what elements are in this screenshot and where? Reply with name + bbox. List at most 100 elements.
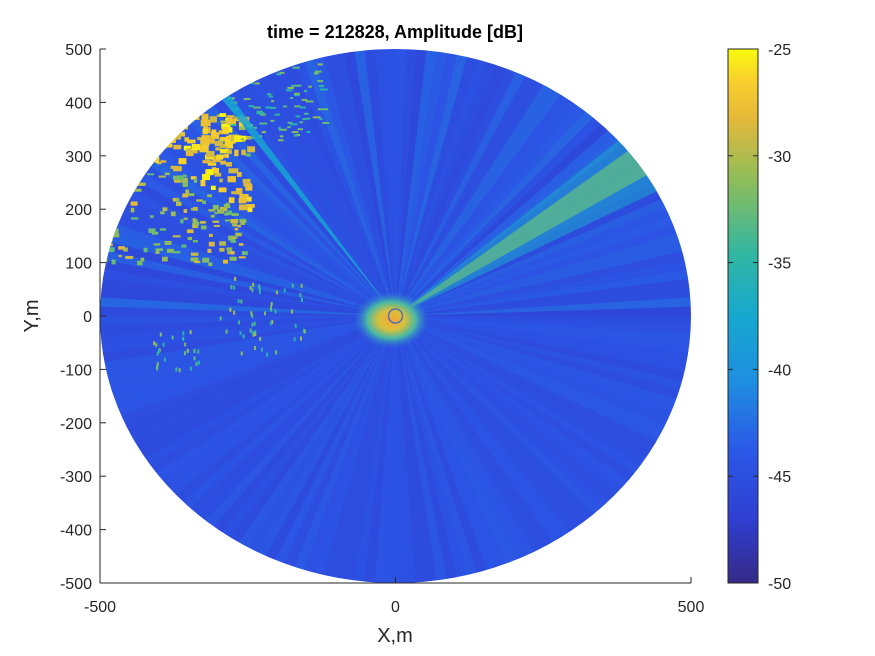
return-cell [274,113,280,116]
return-cell [279,71,285,74]
return-cell [259,122,268,125]
return-dot [300,283,303,288]
return-cell [237,224,241,228]
return-cell [160,211,165,215]
radial-wedge [150,316,396,497]
return-cell [240,138,245,141]
x-axis-ticks: -500 0 500 [84,577,704,616]
return-cell [232,223,237,227]
radial-wedge [126,316,396,465]
radial-wedge [395,316,522,576]
radial-wedge [309,316,396,583]
return-cell [290,97,294,100]
return-cell [134,188,142,192]
return-cell [299,121,304,124]
radial-wedge [100,220,396,316]
colorbar-tick-label: -30 [768,149,791,166]
return-cell [190,252,199,256]
radial-wedge [187,316,396,531]
radial-wedge [121,175,396,316]
radial-wedge [231,316,396,559]
radial-wedge [395,238,691,316]
return-cell [234,149,239,157]
y-axis-ticks: 500 400 300 200 100 0 -100 -200 -300 -400 -500 [60,42,106,593]
radial-wedge [395,49,461,316]
radial-wedge [269,316,396,576]
return-cell [238,198,247,204]
return-cell [137,260,143,266]
return-cell [247,146,256,153]
radial-wedge [116,184,396,316]
return-cell [319,117,323,120]
return-cell [314,70,322,73]
radial-wedge [249,64,396,316]
radial-wedge [240,68,396,317]
return-cell [111,259,116,265]
return-cell [211,129,217,137]
y-tick-label: 0 [83,309,92,326]
return-cell [312,116,321,119]
radial-wedge [221,78,396,316]
return-cell [219,241,226,246]
radial-wedge [395,83,578,316]
radial-wedge [395,316,691,394]
return-cell [228,134,233,139]
return-cell [208,233,213,238]
radial-wedge [320,49,396,316]
return-cell [269,106,277,109]
y-tick-label: 300 [65,149,92,166]
return-cell [161,256,168,262]
return-cell [231,213,239,216]
return-cell [225,162,232,167]
radial-wedge [395,101,604,316]
return-cell [173,175,179,181]
radial-wedge [100,276,396,316]
radial-wedge [395,316,471,583]
radial-wedge [112,316,396,439]
radial-wedge [395,316,560,559]
colorbar-ticks: -25 -30 -35 -40 -45 -50 [728,42,791,593]
radial-wedge [179,107,396,316]
radial-wedge [395,316,684,431]
return-cell [182,181,188,187]
radial-wedge [196,316,396,537]
return-dot [293,337,296,342]
beam-wedge [213,83,396,316]
radial-wedge [395,316,595,537]
radial-wedge [395,59,532,316]
radial-wedge [363,49,396,316]
return-cell [200,220,205,224]
radial-wedge [132,159,396,316]
return-dot [264,311,267,316]
return-dot [251,313,254,318]
radial-wedge [107,201,396,316]
return-cell [202,128,208,135]
colorbar-tick-label: -35 [768,256,791,273]
radial-wedge [395,316,691,346]
y-tick-label: -500 [60,576,92,593]
return-dot [175,367,178,372]
return-cell [154,156,160,163]
return-cell [293,94,300,97]
return-cell [240,220,246,225]
return-cell [235,232,242,237]
radial-wedge [221,316,396,554]
return-cell [207,248,212,253]
radial-wedge [395,316,679,439]
return-cell [229,256,237,261]
radial-wedge [395,49,492,316]
return-cell [208,160,213,164]
return-dot [233,285,236,290]
return-cell [206,169,214,176]
return-dot [234,276,237,281]
radial-wedge [395,316,665,465]
return-cell [201,113,209,121]
radial-wedge [395,316,604,531]
return-dot [183,351,186,356]
return-dot [184,342,187,347]
return-cell [219,206,228,212]
radial-wedge [320,316,396,583]
return-cell [162,207,168,211]
radial-wedge [395,316,670,457]
radial-wedge [100,238,396,316]
